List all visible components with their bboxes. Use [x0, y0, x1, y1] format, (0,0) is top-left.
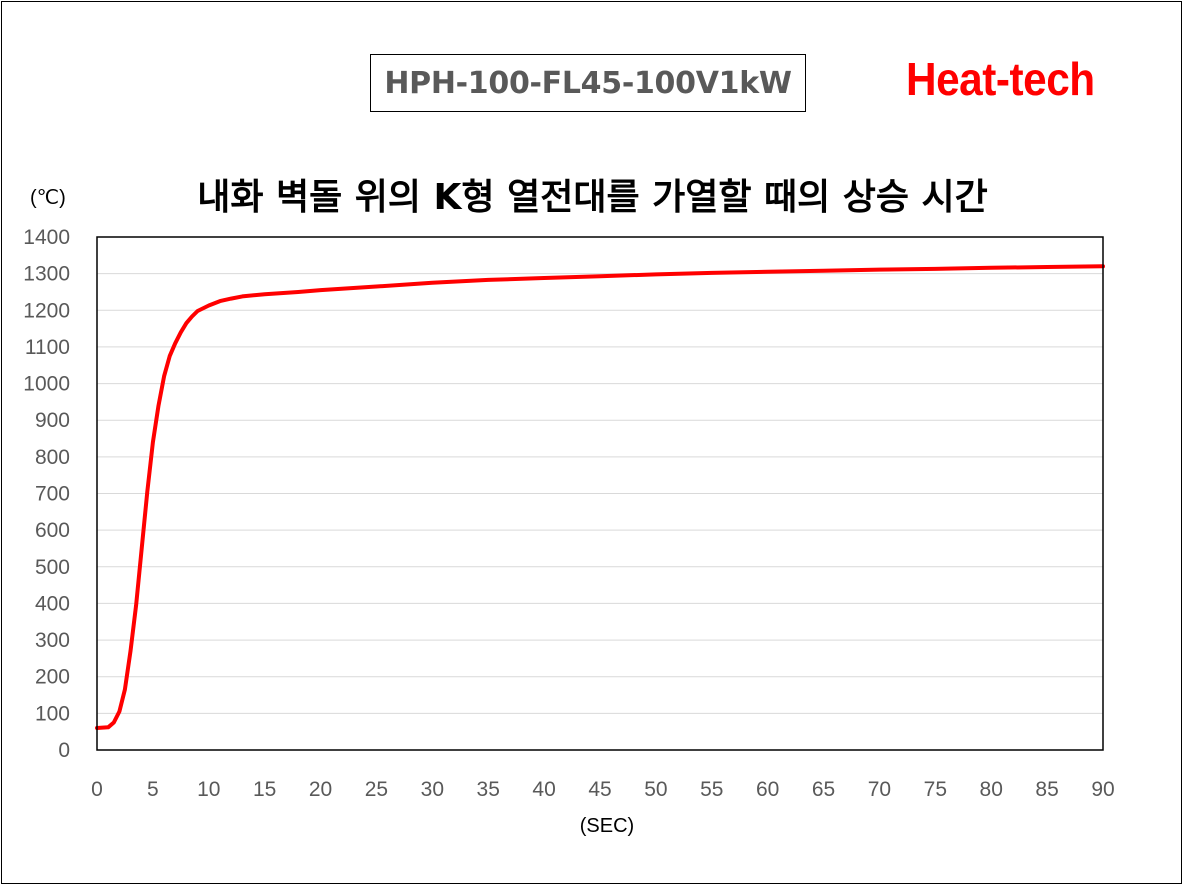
y-tick-label: 300: [35, 629, 70, 652]
x-tick-label: 5: [147, 778, 159, 801]
x-tick-label: 75: [924, 778, 947, 801]
y-tick-label: 800: [35, 446, 70, 469]
y-tick-labels: 0 100 200 300 400 500 600 700 800 900 1000 1100 1200…: [23, 226, 70, 762]
x-tick-label: 20: [309, 778, 332, 801]
y-tick-label: 1300: [23, 263, 70, 286]
plot-area-border: [96, 236, 1104, 751]
y-tick-label: 400: [35, 592, 70, 615]
y-tick-label: 1000: [23, 373, 70, 396]
x-tick-label: 0: [91, 778, 103, 801]
model-label: HPH-100-FL45-100V1kW: [370, 54, 806, 112]
brand-logo: Heat-tech: [906, 53, 1095, 105]
series-line: [95, 264, 1105, 730]
y-tick-label: 1100: [25, 336, 70, 359]
x-tick-label: 85: [1035, 778, 1058, 801]
series-layer: [95, 264, 1105, 730]
x-tick-label: 35: [477, 778, 500, 801]
y-tick-label: 200: [35, 666, 70, 689]
y-tick-label: 500: [35, 556, 70, 579]
x-tick-label: 15: [253, 778, 276, 801]
x-tick-label: 65: [812, 778, 835, 801]
x-axis-label: (SEC): [580, 815, 634, 837]
x-tick-label: 45: [588, 778, 611, 801]
y-tick-label: 100: [35, 702, 70, 725]
x-tick-label: 40: [532, 778, 555, 801]
x-tick-label: 10: [197, 778, 220, 801]
x-tick-label: 80: [980, 778, 1003, 801]
x-tick-label: 55: [700, 778, 723, 801]
x-tick-label: 50: [644, 778, 667, 801]
y-tick-label: 0: [58, 739, 70, 762]
x-tick-label: 90: [1091, 778, 1114, 801]
y-tick-label: 600: [35, 519, 70, 542]
y-tick-label: 1400: [23, 226, 70, 249]
y-tick-label: 900: [35, 409, 70, 432]
y-tick-label: 700: [35, 483, 70, 506]
x-tick-label: 60: [756, 778, 779, 801]
chart-title-container: 내화 벽돌 위의 K형 열전대를 가열할 때의 상승 시간: [0, 168, 1185, 220]
x-tick-labels: 0 5 10 15 20 25 30 35 40 45 50 55 60 65 70 75 80 85 90: [91, 778, 1115, 801]
gridlines: [97, 273, 1103, 714]
y-axis-label: (℃): [30, 187, 66, 209]
x-tick-label: 70: [868, 778, 891, 801]
x-tick-label: 25: [365, 778, 388, 801]
x-tick-label: 30: [421, 778, 444, 801]
chart-title: 내화 벽돌 위의 K형 열전대를 가열할 때의 상승 시간: [197, 177, 988, 218]
y-tick-label: 1200: [23, 299, 70, 322]
